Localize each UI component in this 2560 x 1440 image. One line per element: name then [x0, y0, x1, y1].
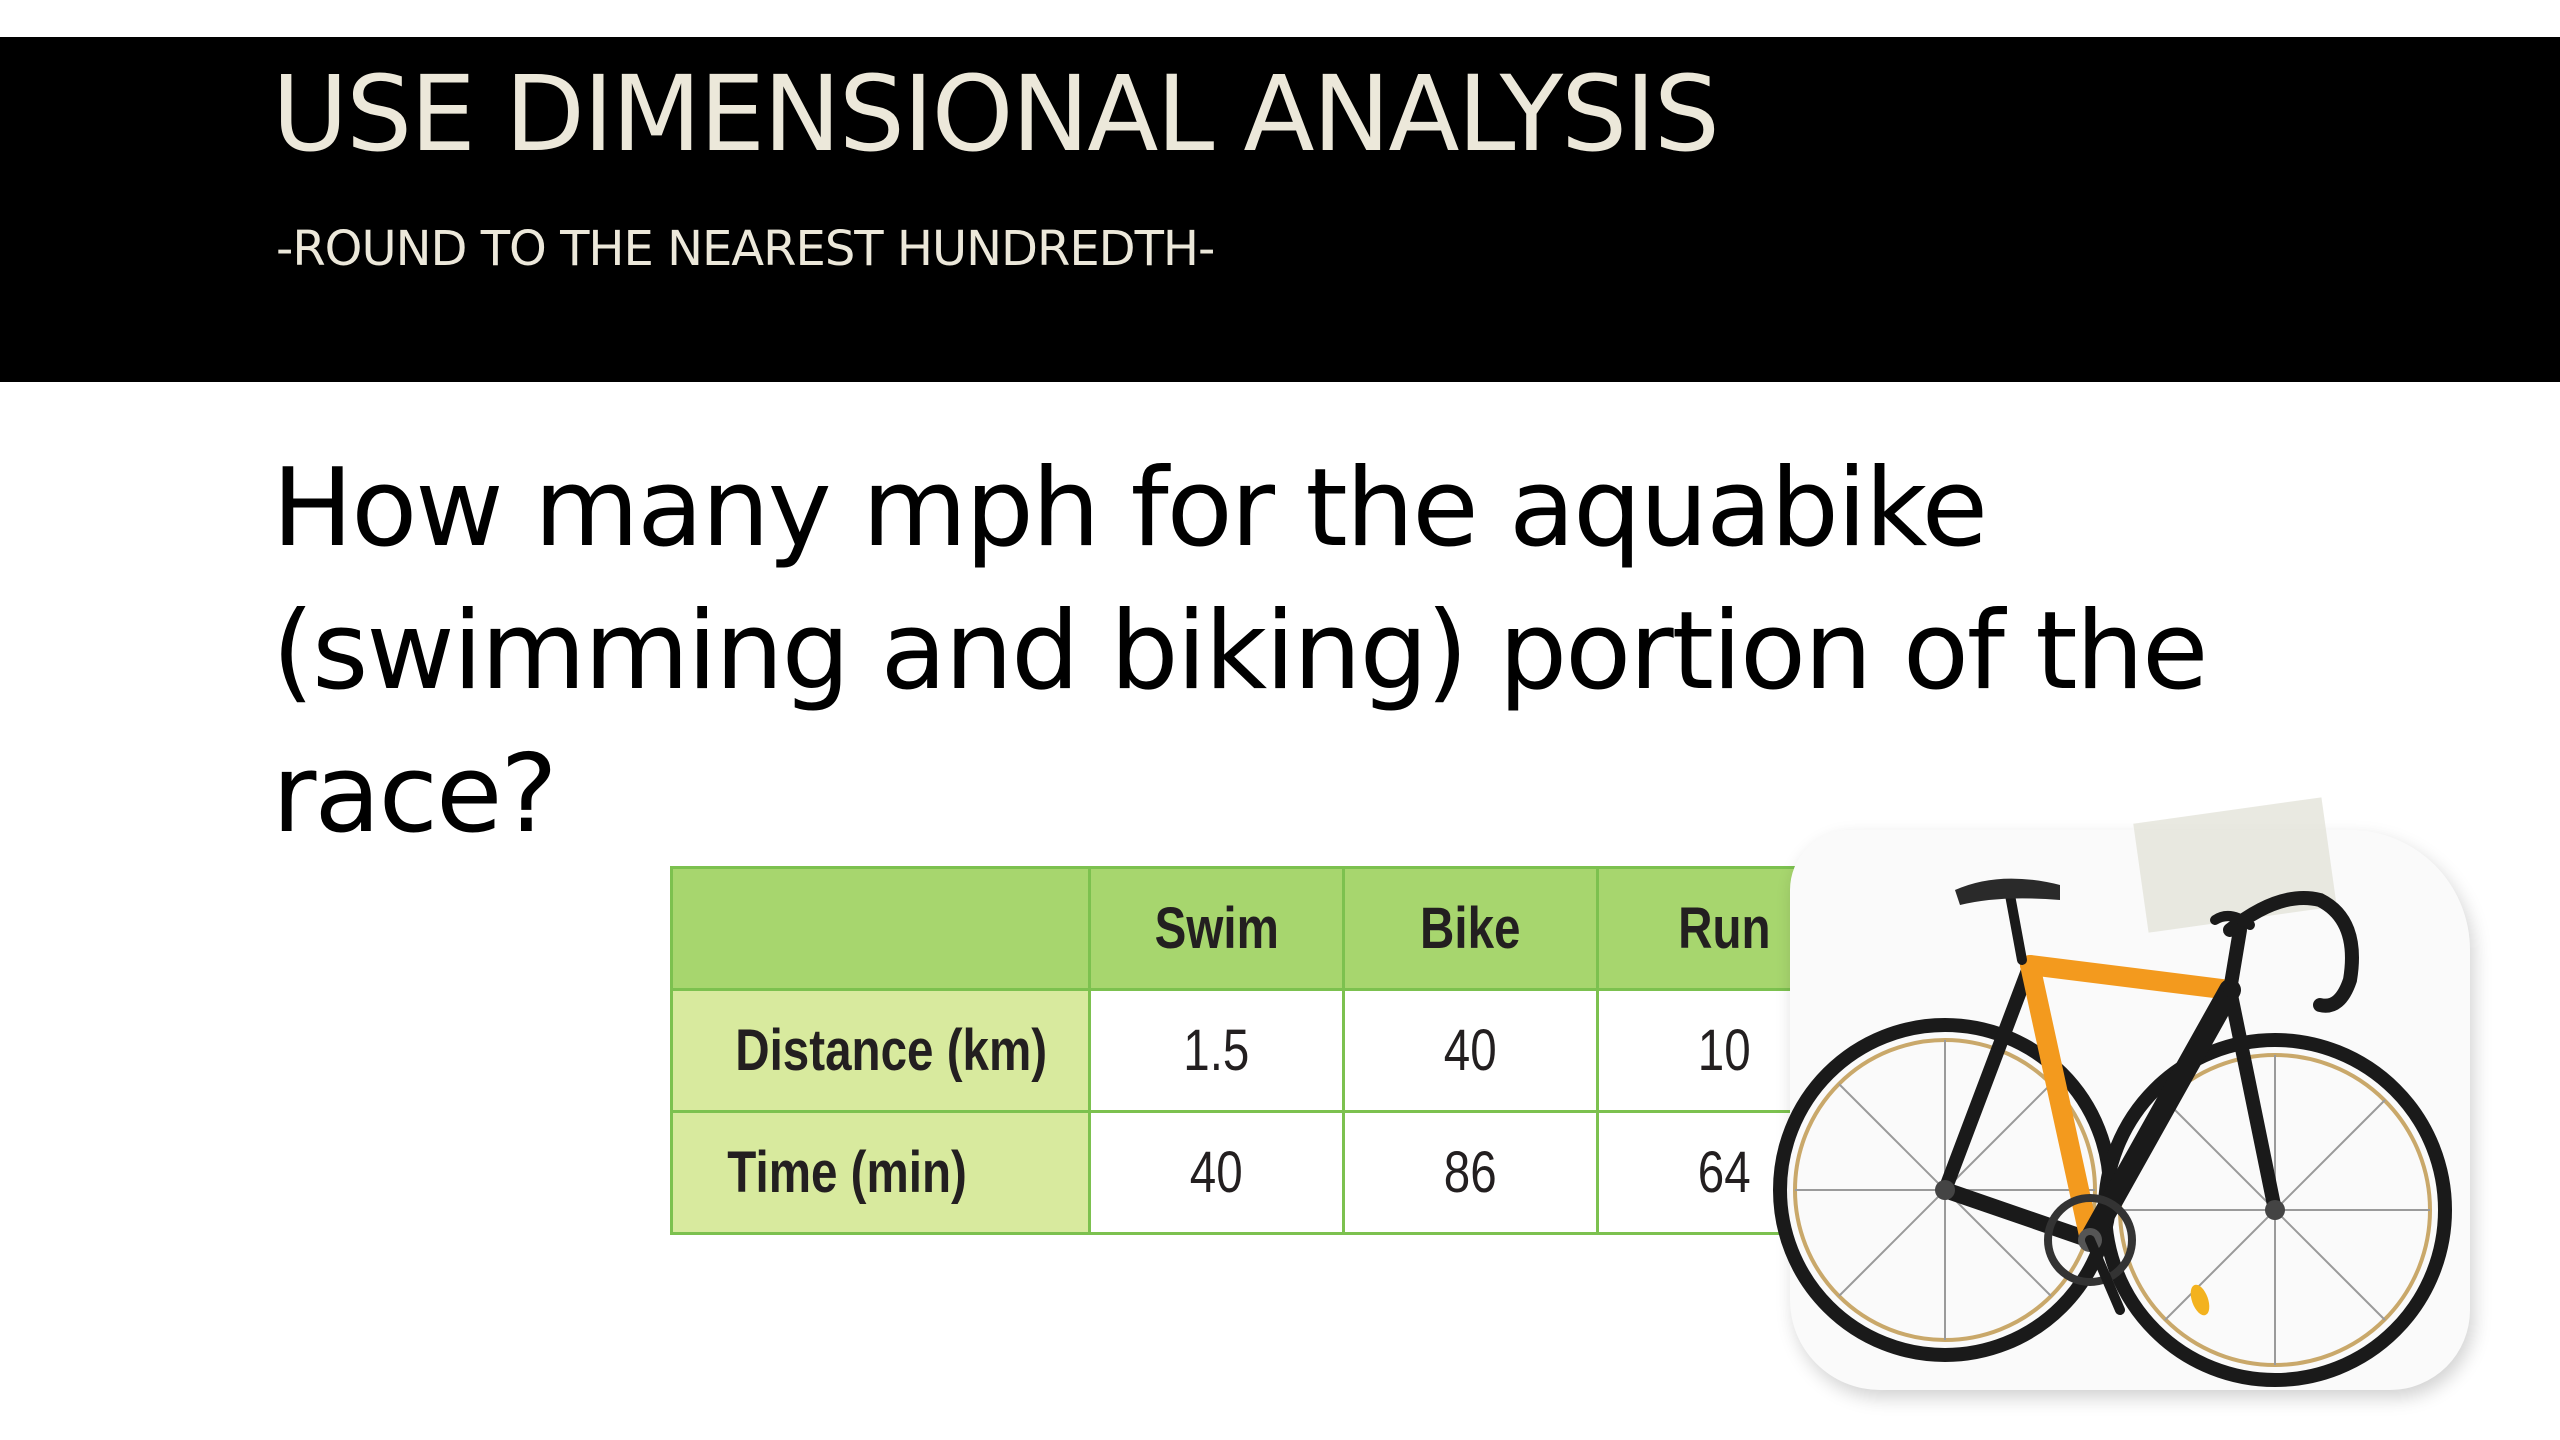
- table-row-time: Time (min) 40 86 64: [670, 1110, 1853, 1235]
- row-header-time: Time (min): [670, 1110, 1091, 1235]
- slide-subtitle: -ROUND TO THE NEAREST HUNDREDTH-: [276, 221, 1215, 277]
- title-bar: [0, 37, 2560, 382]
- cell-distance-bike: 40: [1342, 988, 1599, 1113]
- slide-title: USE DIMENSIONAL ANALYSIS: [272, 53, 1720, 175]
- bike-drawing: [1773, 878, 2452, 1387]
- race-data-table: Swim Bike Run Distance (km) 1.5 40 10 Ti…: [670, 866, 1853, 1235]
- column-header-run: Run: [1596, 866, 1853, 991]
- road-bike-icon: [1760, 790, 2480, 1400]
- table-row-distance: Distance (km) 1.5 40 10: [670, 988, 1853, 1113]
- question-text: How many mph for the aquabike (swimming …: [272, 446, 2209, 857]
- column-header-swim: Swim: [1088, 866, 1345, 991]
- column-header-bike: Bike: [1342, 866, 1599, 991]
- cell-distance-swim: 1.5: [1088, 988, 1345, 1113]
- cell-time-swim: 40: [1088, 1110, 1345, 1235]
- cell-time-bike: 86: [1342, 1110, 1599, 1235]
- table-header-row: Swim Bike Run: [670, 866, 1853, 991]
- row-header-distance: Distance (km): [670, 988, 1091, 1113]
- table-corner-cell: [670, 866, 1091, 991]
